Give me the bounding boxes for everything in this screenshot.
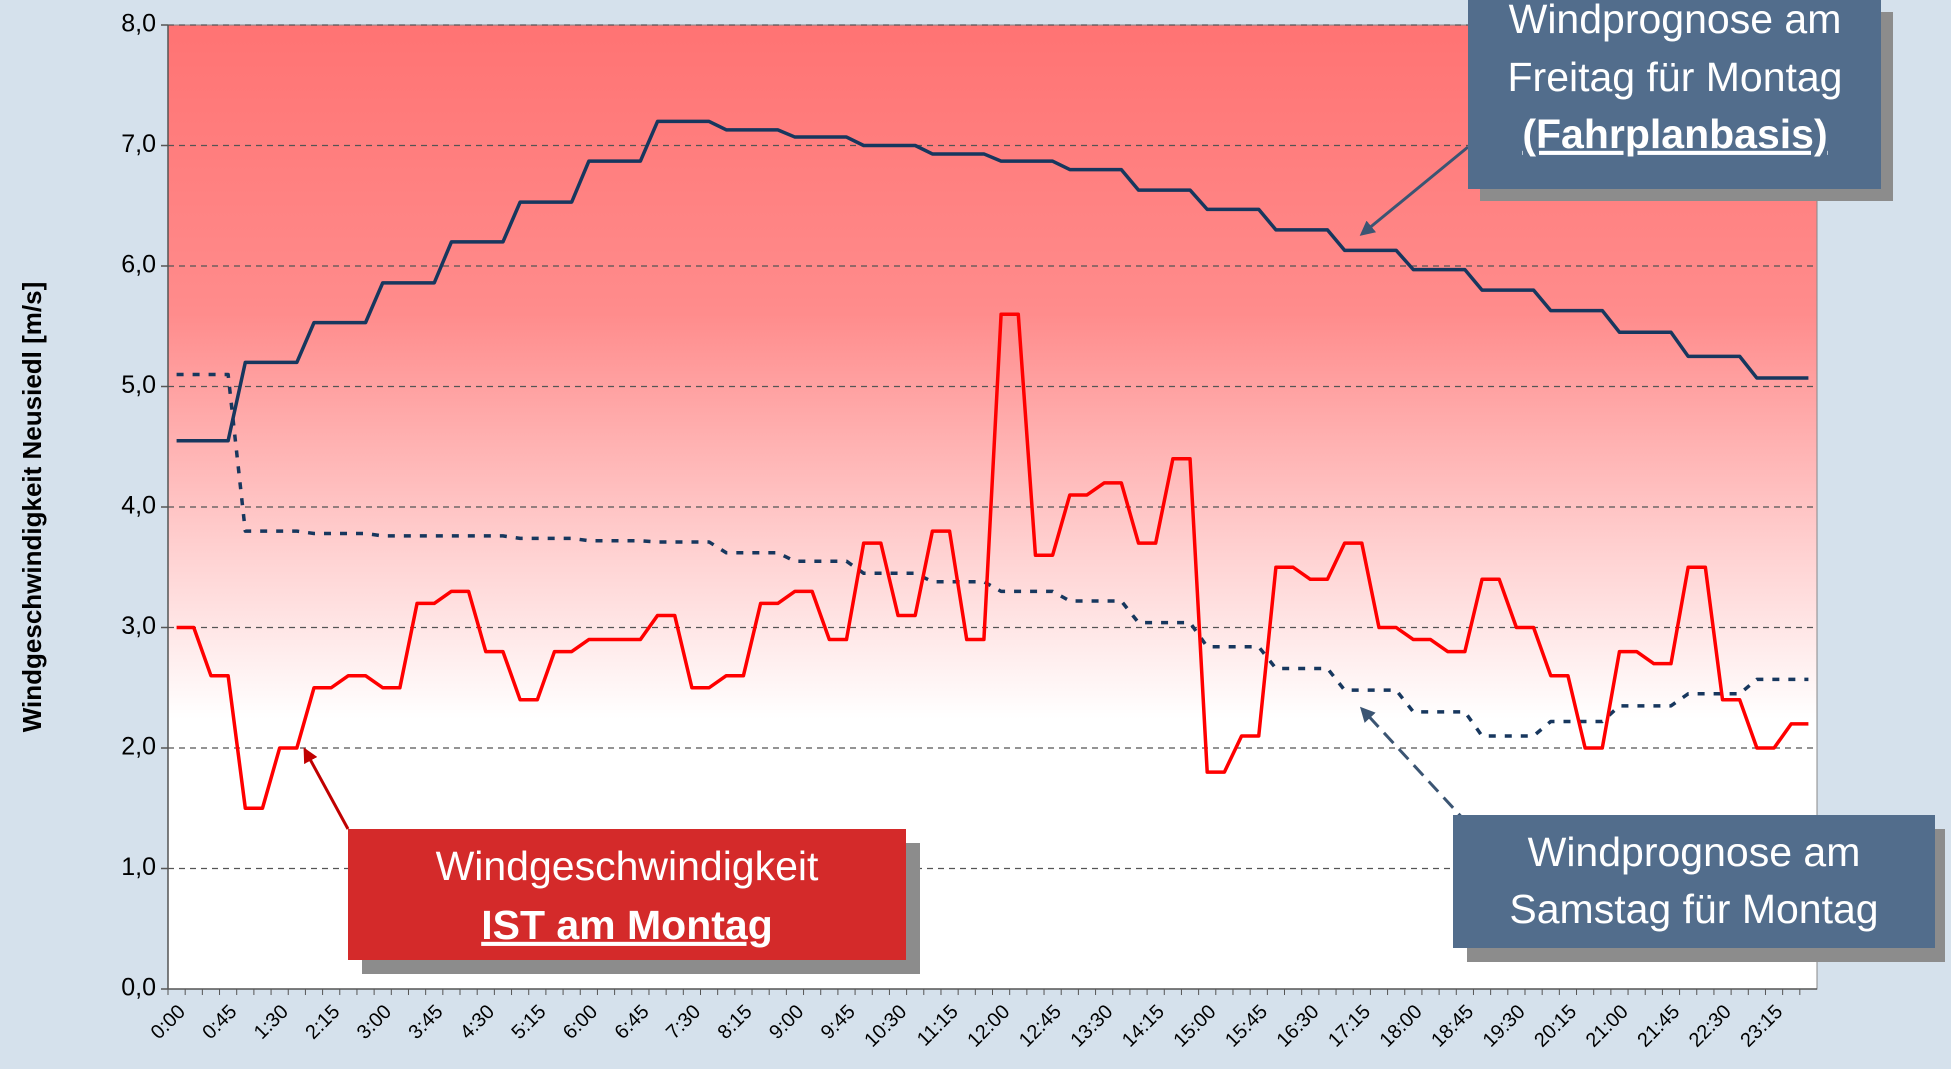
x-tick-label: 14:15 [1118, 1001, 1169, 1052]
annotation-box [348, 829, 906, 960]
x-tick-label: 12:00 [963, 1001, 1014, 1052]
y-tick-label: 3,0 [121, 612, 156, 640]
annotation-text: Windgeschwindigkeit [436, 843, 819, 889]
arrow [1359, 706, 1470, 826]
x-tick-label: 17:15 [1324, 1001, 1375, 1052]
x-tick-label: 7:30 [662, 1001, 705, 1044]
x-tick-label: 18:00 [1376, 1001, 1427, 1052]
arrow [1359, 145, 1469, 236]
x-tick-label: 19:30 [1479, 1001, 1530, 1052]
arrow [303, 747, 350, 830]
x-tick-label: 10:30 [860, 1001, 911, 1052]
x-tick-label: 16:30 [1273, 1001, 1324, 1052]
annotation-text: Windprognose am [1528, 829, 1861, 875]
x-tick-label: 21:00 [1582, 1001, 1633, 1052]
x-tick-label: 12:45 [1015, 1001, 1066, 1052]
annotation-text: Windprognose am [1509, 0, 1842, 42]
x-tick-label: 9:00 [765, 1001, 808, 1044]
annotation-text: IST am Montag [481, 902, 773, 948]
annotation-box [1453, 815, 1935, 948]
x-axis: 0:00 0:45 1:30 2:15 3:00 3:45 4:30 5:15 6:00 6:45… [147, 988, 1817, 1052]
x-tick-label: 3:45 [404, 1001, 447, 1044]
x-tick-label: 15:00 [1170, 1001, 1221, 1052]
y-tick-label: 6,0 [121, 251, 156, 279]
series-line [176, 312, 1809, 810]
annotation-box [1468, 0, 1881, 189]
y-tick-label: 1,0 [121, 853, 156, 881]
x-tick-label: 5:15 [507, 1001, 550, 1044]
series-line [176, 119, 1809, 443]
y-tick-label: 5,0 [121, 371, 156, 399]
x-tick-label: 6:00 [559, 1001, 602, 1044]
x-tick-label: 0:00 [147, 1001, 190, 1044]
annotation-text: (Fahrplanbasis) [1522, 111, 1827, 157]
y-tick-label: 7,0 [121, 130, 156, 158]
x-tick-label: 11:15 [913, 1001, 963, 1051]
x-tick-label: 8:15 [714, 1001, 757, 1044]
y-tick-label: 4,0 [121, 492, 156, 520]
x-tick-label: 22:30 [1685, 1001, 1736, 1052]
x-tick-label: 4:30 [456, 1001, 499, 1044]
x-tick-label: 1:30 [250, 1001, 293, 1044]
x-tick-label: 9:45 [817, 1001, 860, 1044]
x-tick-label: 23:15 [1736, 1001, 1787, 1052]
x-tick-label: 6:45 [611, 1001, 654, 1044]
annotation-text: Freitag für Montag [1508, 54, 1843, 100]
x-tick-label: 3:00 [353, 1001, 396, 1044]
y-tick-label: 2,0 [121, 733, 156, 761]
y-axis-title: Windgeschwindigkeit Neusiedl [m/s] [17, 282, 47, 733]
x-tick-label: 18:45 [1427, 1001, 1478, 1052]
x-tick-label: 0:45 [198, 1001, 241, 1044]
lines [176, 119, 1809, 810]
y-tick-label: 0,0 [121, 974, 156, 1002]
y-tick-label: 8,0 [121, 10, 156, 38]
y-axis: 0,0 1,0 2,0 3,0 4,0 5,0 6,0 7,0 8,0 [121, 10, 169, 1002]
x-tick-label: 20:15 [1530, 1001, 1581, 1052]
x-tick-label: 2:15 [301, 1001, 344, 1044]
annotation-text: Samstag für Montag [1509, 886, 1878, 932]
series-line [176, 372, 1809, 738]
x-tick-label: 15:45 [1221, 1001, 1272, 1052]
x-tick-label: 21:45 [1633, 1001, 1684, 1052]
x-tick-label: 13:30 [1066, 1001, 1117, 1052]
